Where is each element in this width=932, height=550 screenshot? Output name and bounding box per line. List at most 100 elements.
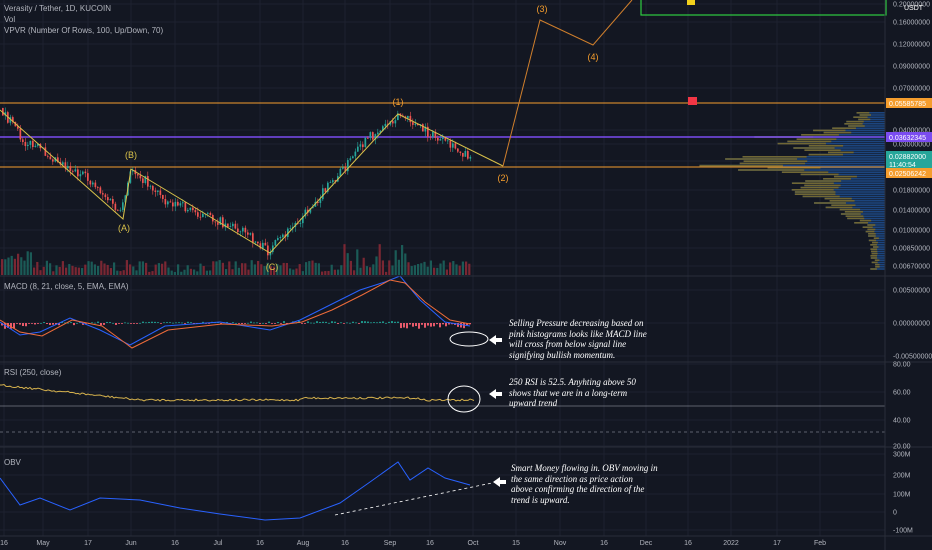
candle-body — [92, 182, 94, 185]
candle-body — [192, 207, 194, 211]
macd-histogram-bar — [334, 321, 336, 323]
obv-note-line: Smart Money flowing in. OBV moving in — [511, 463, 658, 473]
vpvr-row-down — [742, 156, 807, 158]
rsi-note-line: upward trend — [509, 398, 558, 408]
candle-body — [207, 212, 209, 214]
vpvr-row — [874, 259, 885, 261]
candle-body — [197, 212, 199, 217]
macd-tick-label: 0.00500000 — [893, 288, 930, 295]
candle-body — [49, 156, 52, 160]
vpvr-row-down — [793, 147, 835, 149]
macd-histogram-bar — [1, 323, 3, 326]
candle-body — [299, 223, 302, 224]
vpvr-row-down — [823, 131, 852, 134]
vpvr-row-down — [814, 202, 846, 204]
candle-body — [369, 132, 372, 138]
macd-histogram-bar — [352, 321, 354, 323]
candle-body — [262, 242, 264, 249]
vpvr-row-down — [804, 184, 841, 187]
candle-body — [462, 152, 464, 157]
vpvr-row — [845, 215, 885, 217]
macd-histogram-bar — [91, 322, 93, 324]
price-tag-label: 11:40:54 — [889, 162, 916, 169]
vpvr-row — [825, 206, 885, 209]
volume-bar — [404, 253, 407, 275]
candle-body — [117, 209, 119, 211]
volume-bar — [241, 263, 244, 275]
candle-body — [379, 130, 382, 133]
candle-body — [167, 201, 169, 205]
time-tick-label: Jul — [214, 540, 223, 547]
volume-bar — [209, 270, 212, 275]
candle-body — [34, 145, 37, 148]
macd-histogram-bar — [124, 322, 126, 324]
vpvr-row — [738, 169, 885, 171]
volume-bar — [215, 261, 218, 275]
candle-body — [279, 236, 282, 239]
candle-body — [174, 201, 177, 207]
candle-body — [47, 155, 49, 157]
price-tick-label: 0.16000000 — [893, 20, 930, 27]
vol-label: Vol — [4, 15, 16, 24]
macd-histogram-bar — [427, 323, 429, 326]
volume-bar — [26, 251, 29, 275]
macd-histogram-bar — [388, 321, 390, 323]
volume-bar — [77, 267, 80, 275]
macd-histogram-bar — [328, 322, 330, 324]
candle-body — [384, 123, 387, 127]
vpvr-row-down — [848, 125, 865, 127]
candle-body — [157, 190, 159, 192]
candle-body — [194, 210, 197, 213]
volume-bar — [330, 264, 333, 275]
macd-histogram-bar — [49, 323, 51, 325]
vpvr-row-down — [823, 178, 851, 180]
vpvr-row-down — [801, 134, 839, 136]
macd-histogram-bar — [304, 323, 306, 324]
candle-body — [267, 245, 269, 256]
arrow-icon — [489, 389, 502, 399]
vpvr-row — [791, 182, 885, 184]
volume-bar — [321, 271, 324, 275]
volume-bar — [103, 263, 106, 275]
candle-body — [352, 156, 354, 159]
candle-body — [74, 169, 77, 172]
candle-body — [237, 228, 239, 232]
candle-body — [394, 120, 397, 124]
volume-bar — [378, 244, 381, 275]
vpvr-row-down — [859, 219, 872, 222]
price-tag — [886, 168, 932, 178]
macd-histogram-bar — [406, 323, 408, 329]
vpvr-row — [844, 123, 885, 125]
candle-body — [44, 147, 47, 156]
vpvr-row — [847, 217, 885, 220]
candle-body — [377, 132, 379, 135]
vpvr-row-down — [825, 206, 853, 209]
price-tick-label: 0.00850000 — [893, 246, 930, 253]
vpvr-row-down — [813, 129, 846, 132]
candle-body — [399, 113, 402, 116]
macd-histogram-bar — [157, 322, 159, 323]
volume-bar — [439, 263, 442, 275]
candle-body — [412, 122, 414, 125]
macd-histogram-bar — [337, 323, 339, 324]
volume-bar — [205, 270, 208, 275]
obv-note-line: above confirming the direction of the — [511, 484, 645, 494]
macd-histogram-bar — [106, 321, 108, 323]
macd-histogram-bar — [331, 321, 333, 323]
macd-histogram-bar — [316, 321, 318, 323]
macd-histogram-bar — [148, 321, 150, 323]
candle-body — [242, 227, 244, 232]
candle-body — [4, 112, 7, 116]
candle-body — [202, 213, 204, 218]
macd-pane — [0, 275, 489, 349]
vpvr-row — [794, 193, 885, 195]
candle-body — [427, 126, 429, 137]
macd-histogram-bar — [184, 323, 186, 324]
macd-histogram-bar — [310, 322, 312, 324]
macd-note-line: signifying bullish momentum. — [509, 349, 616, 360]
vpvr-row — [800, 173, 885, 176]
candle-body — [219, 217, 222, 225]
vpvr-row-down — [794, 191, 836, 193]
volume-bar — [314, 262, 317, 275]
price-tag-label: 0.02882000 — [889, 154, 926, 161]
